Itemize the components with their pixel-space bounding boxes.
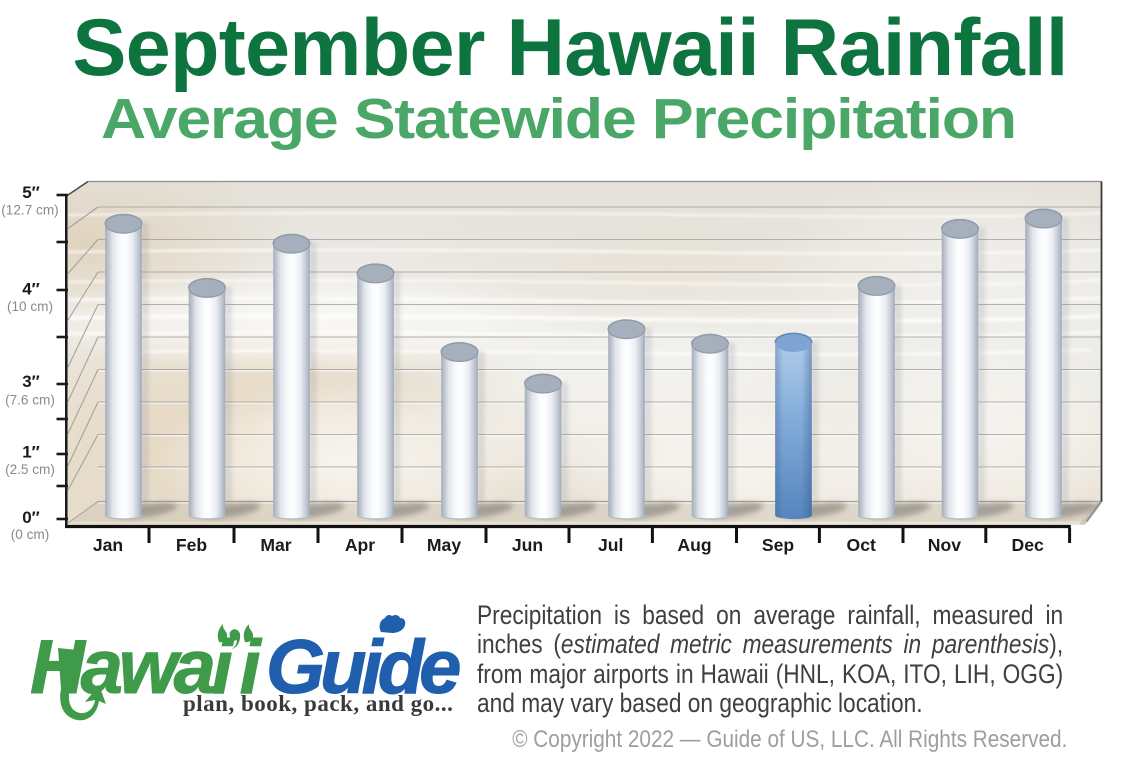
svg-text:Oct: Oct: [847, 535, 876, 555]
svg-text:(2.5 cm): (2.5 cm): [5, 462, 55, 477]
svg-text:(10 cm): (10 cm): [7, 299, 53, 314]
svg-text:1″: 1″: [22, 443, 40, 462]
svg-text:Feb: Feb: [176, 535, 208, 555]
svg-text:Nov: Nov: [928, 535, 961, 555]
svg-text:5″: 5″: [22, 183, 40, 202]
svg-text:Hawai i: Hawai i: [30, 625, 263, 710]
svg-text:Mar: Mar: [260, 535, 291, 555]
svg-text:Jan: Jan: [93, 535, 123, 555]
svg-text:4″: 4″: [22, 279, 40, 298]
svg-text:May: May: [427, 535, 461, 555]
svg-text:Dec: Dec: [1012, 535, 1044, 555]
svg-text:Aug: Aug: [677, 535, 711, 555]
svg-text:3″: 3″: [22, 372, 40, 391]
svg-text:plan, book, pack, and go...: plan, book, pack, and go...: [183, 691, 453, 716]
svg-text:Guide: Guide: [266, 625, 460, 710]
svg-text:Apr: Apr: [345, 535, 375, 555]
svg-text:Jul: Jul: [598, 535, 623, 555]
svg-text:(0 cm): (0 cm): [11, 527, 50, 542]
svg-text:(7.6 cm): (7.6 cm): [5, 392, 55, 407]
svg-text:Jun: Jun: [512, 535, 543, 555]
svg-text:0″: 0″: [22, 508, 40, 527]
svg-text:Sep: Sep: [762, 535, 795, 555]
svg-text:(12.7 cm): (12.7 cm): [1, 203, 58, 218]
